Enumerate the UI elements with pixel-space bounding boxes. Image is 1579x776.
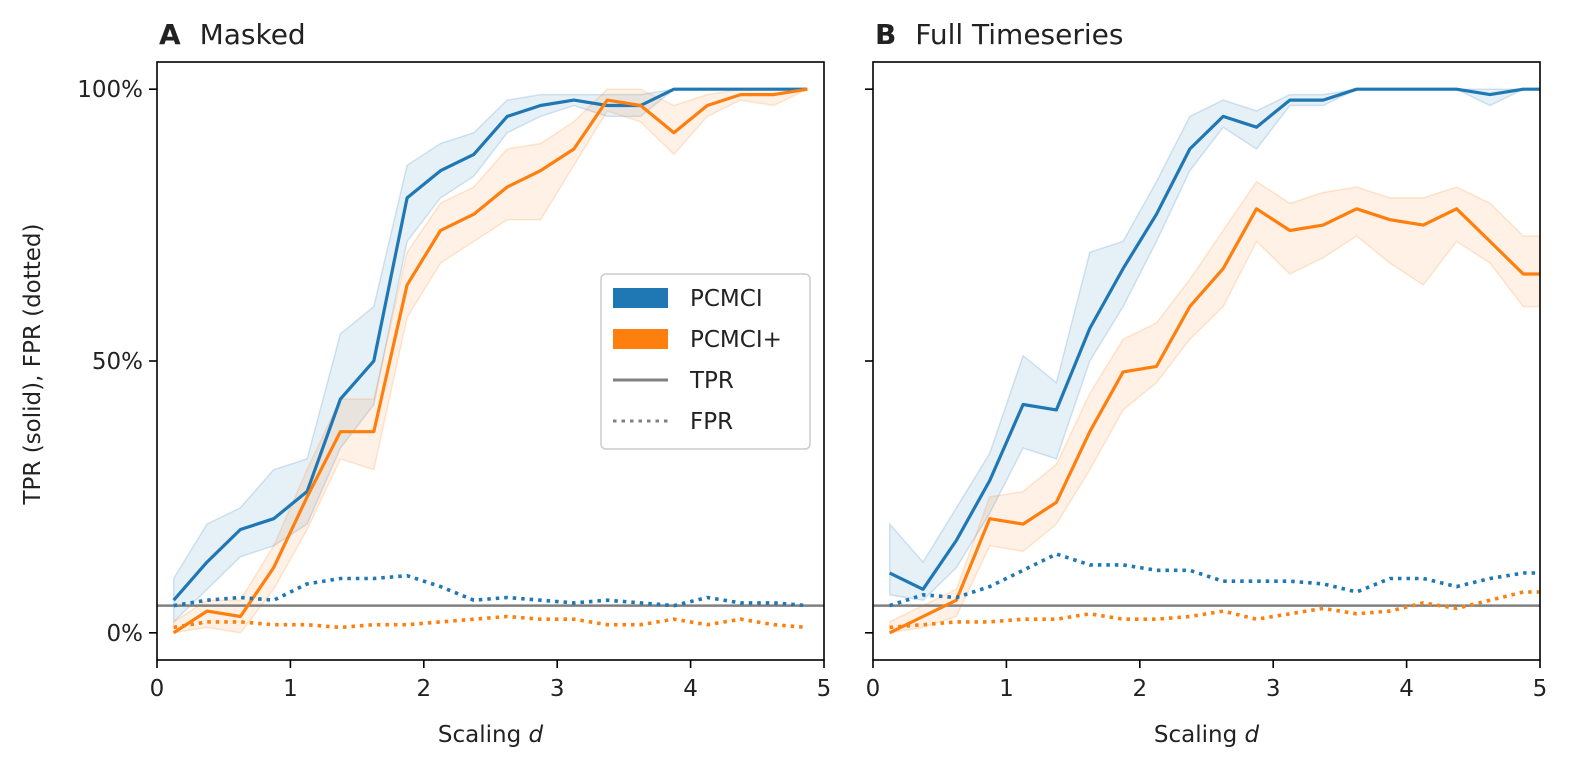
axis-ticks: 0 1 2 3 4 50%50%100% [77, 77, 831, 702]
x-tick-label: 2 [1132, 676, 1147, 702]
x-axis-label-variable: d [529, 722, 544, 748]
legend-frame [600, 273, 811, 450]
x-tick-label: 3 [1266, 676, 1281, 702]
panel-title: A Masked [159, 18, 306, 51]
x-axis-label: Scaling d [438, 722, 544, 748]
line-pcmci-plus-tpr [172, 87, 808, 635]
x-tick-label: 0 [150, 676, 165, 702]
y-tick-label: 100% [77, 77, 143, 103]
panel-title-text: Masked [200, 18, 306, 51]
line-pcmci-plus-tpr [888, 207, 1540, 635]
line-pcmci-fpr [889, 552, 1540, 608]
panel-letter: A [159, 18, 181, 51]
panel-masked: 0 1 2 3 4 50%50%100% A Masked Scaling d [77, 18, 831, 748]
axis-ticks: 0 1 2 3 4 5 [865, 88, 1548, 702]
legend: PCMCI PCMCI+ TPR FPR [600, 273, 811, 450]
panel-title-text: Full Timeseries [915, 18, 1123, 51]
x-tick-label: 3 [550, 676, 565, 702]
y-tick-label: 0% [107, 621, 144, 647]
band-pcmci-plus-tpr [172, 88, 808, 634]
legend-label-tpr: TPR [689, 368, 734, 394]
x-tick-label: 0 [866, 676, 881, 702]
line-pcmci-plus-fpr [889, 590, 1540, 630]
x-tick-label: 4 [683, 676, 698, 702]
line-pcmci-tpr [172, 87, 808, 602]
legend-label-pcmci-plus: PCMCI+ [690, 327, 782, 353]
panel-title: B Full Timeseries [875, 18, 1123, 51]
line-pcmci-tpr [888, 87, 1540, 591]
series-layer [157, 87, 824, 635]
series-layer [873, 87, 1540, 635]
x-axis-label-variable: d [1245, 722, 1260, 748]
y-axis-label: TPR (solid), FPR (dotted) [20, 223, 46, 505]
x-axis-label-text: Scaling [1154, 722, 1245, 748]
x-tick-label: 4 [1399, 676, 1414, 702]
panel-letter: B [875, 18, 896, 51]
legend-label-pcmci: PCMCI [690, 286, 763, 312]
legend-label-fpr: FPR [690, 409, 733, 435]
panel-full-timeseries: 0 1 2 3 4 5 B Full Timeseries Scaling d [865, 18, 1547, 748]
x-tick-label: 1 [999, 676, 1014, 702]
legend-swatch-pcmci [613, 288, 668, 308]
x-tick-label: 2 [416, 676, 431, 702]
line-pcmci-fpr [173, 573, 808, 608]
x-axis-label-text: Scaling [438, 722, 529, 748]
line-pcmci-plus-fpr [173, 614, 808, 630]
y-tick-label: 50% [92, 349, 143, 375]
x-tick-label: 5 [817, 676, 832, 702]
x-axis-label: Scaling d [1154, 722, 1260, 748]
x-tick-label: 5 [1533, 676, 1548, 702]
band-pcmci-plus-tpr [888, 180, 1540, 634]
x-tick-label: 1 [283, 676, 298, 702]
legend-swatch-pcmci-plus [613, 329, 668, 349]
